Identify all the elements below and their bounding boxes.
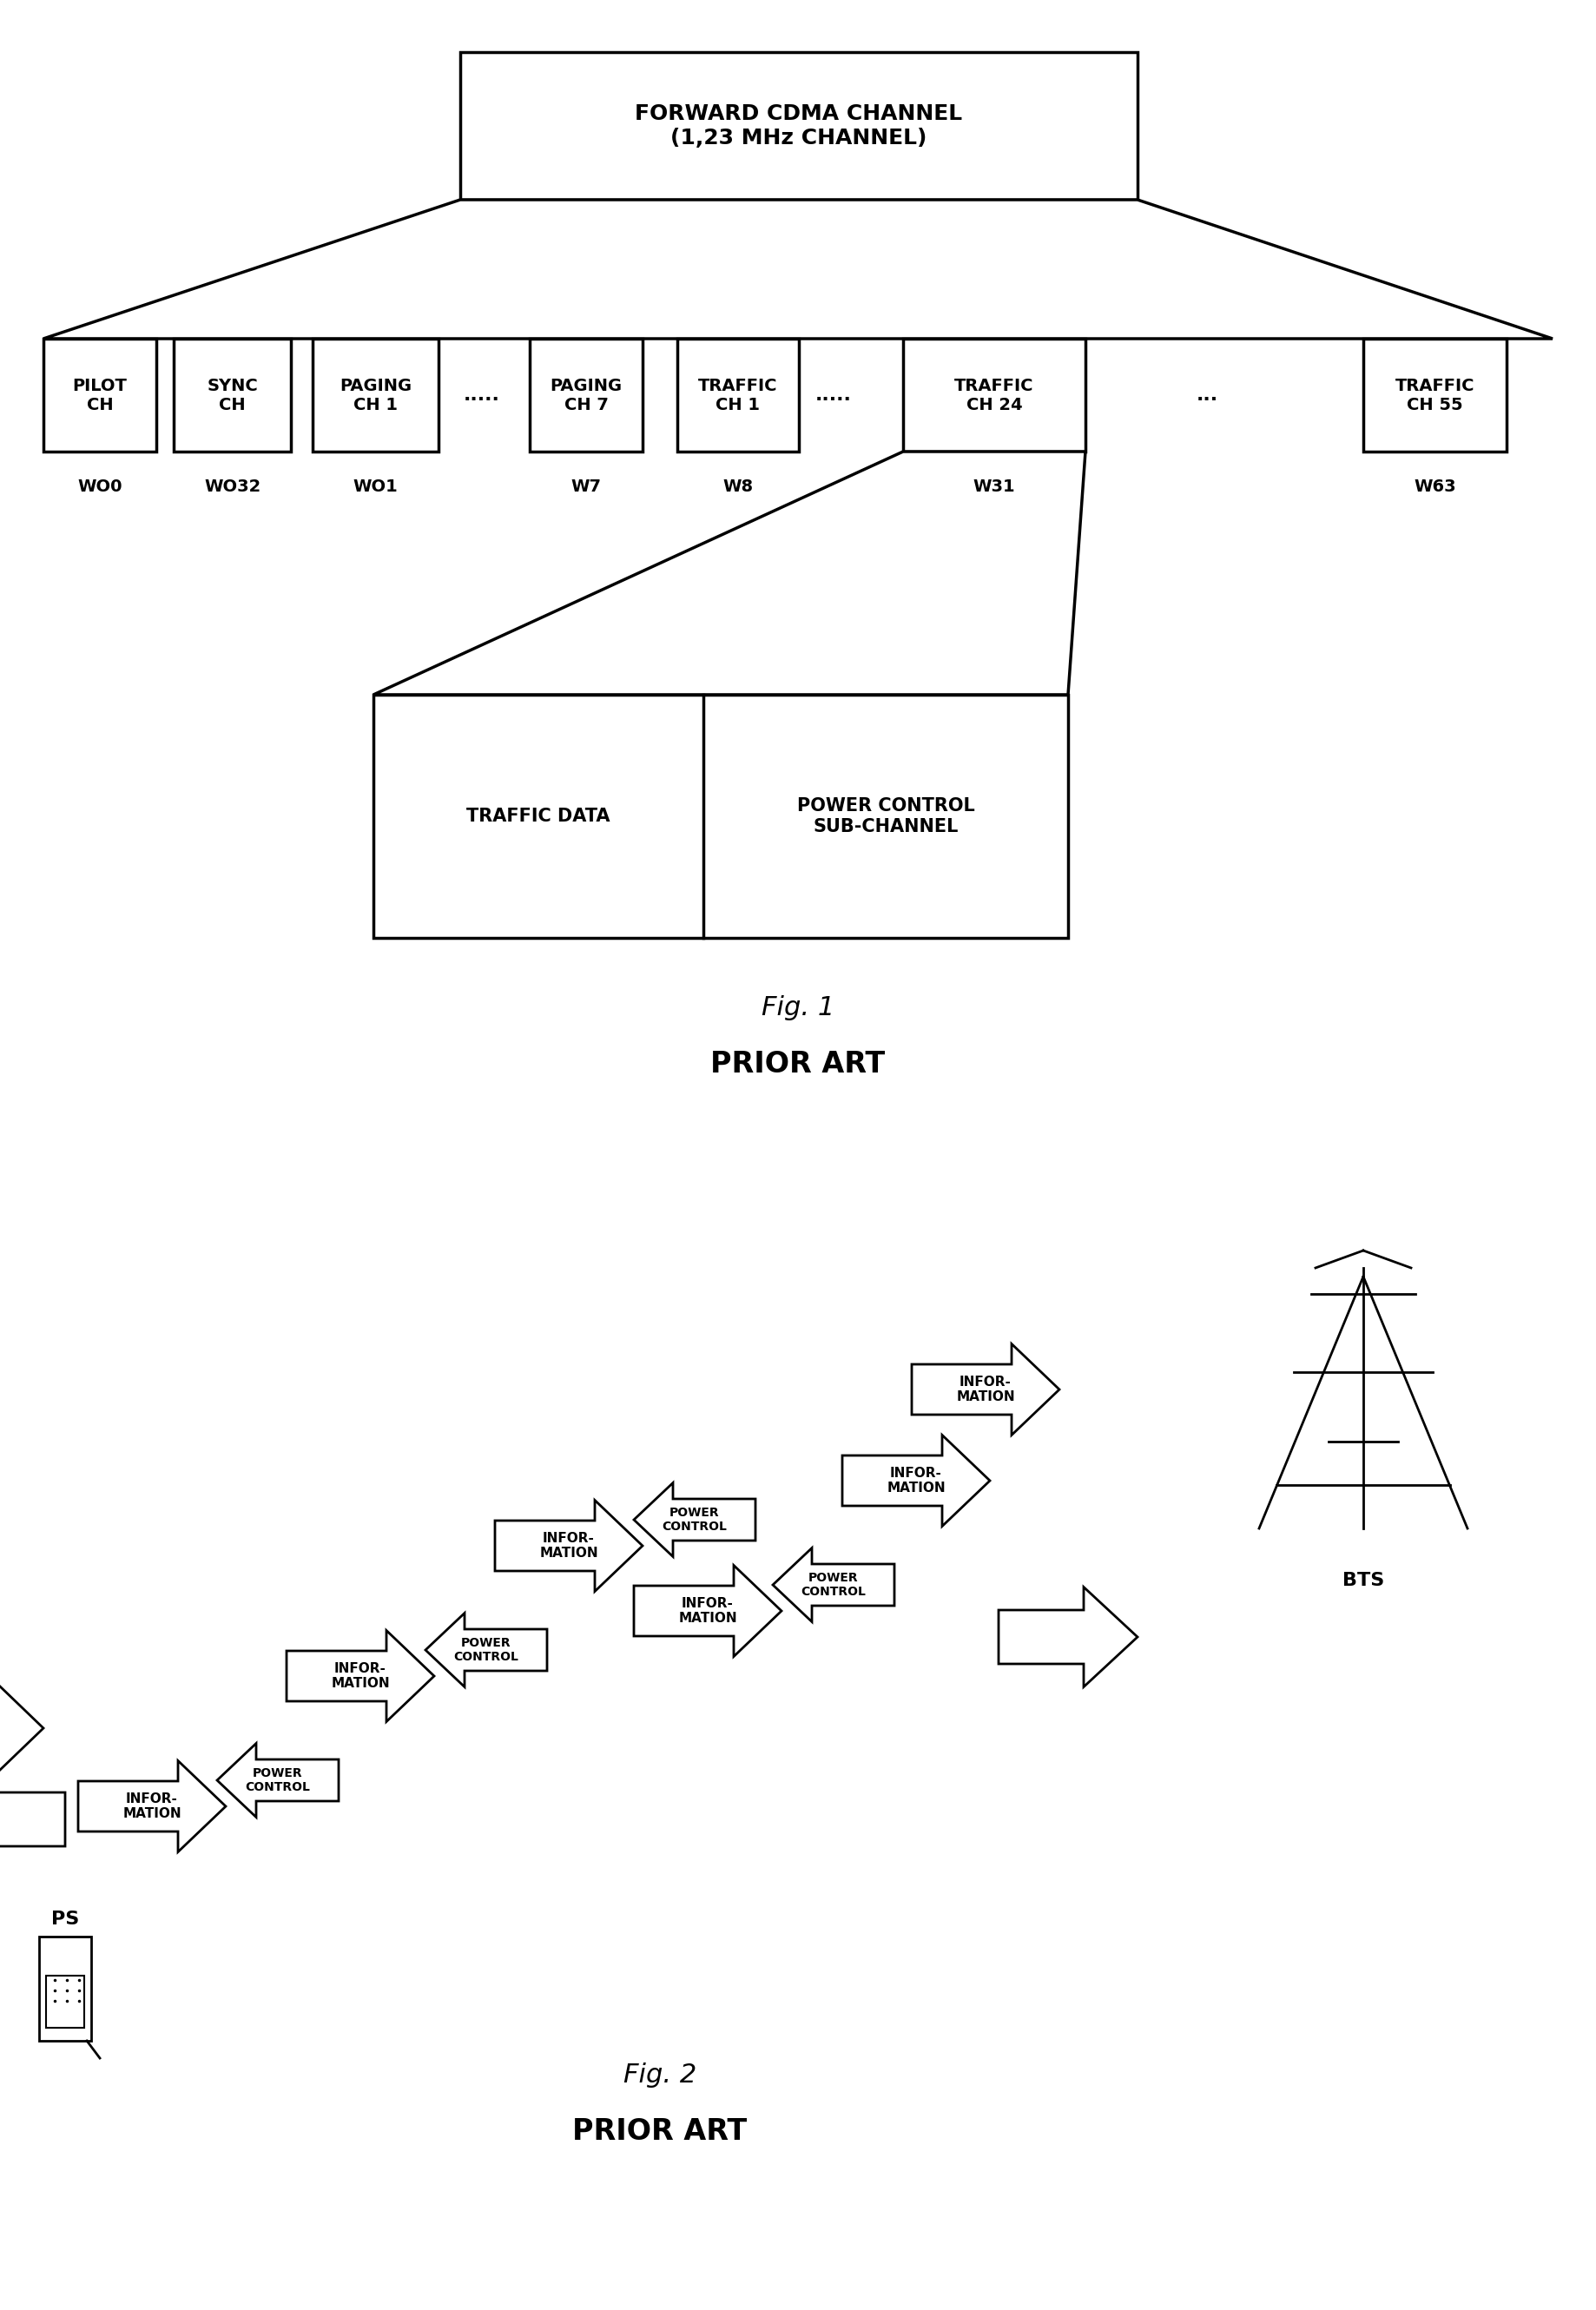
Text: W31: W31 <box>974 478 1015 494</box>
Text: WO32: WO32 <box>204 478 262 494</box>
Text: PRIOR ART: PRIOR ART <box>710 1049 886 1079</box>
Text: POWER
CONTROL: POWER CONTROL <box>453 1638 519 1663</box>
Text: PAGING
CH 7: PAGING CH 7 <box>551 377 622 413</box>
Text: Fig. 1: Fig. 1 <box>761 996 835 1021</box>
Polygon shape <box>43 199 1553 340</box>
Text: BTS: BTS <box>1342 1571 1384 1589</box>
Bar <box>313 340 439 450</box>
Text: WO1: WO1 <box>353 478 397 494</box>
Text: INFOR-
MATION: INFOR- MATION <box>330 1663 389 1689</box>
Bar <box>1363 340 1507 450</box>
Bar <box>460 53 1138 199</box>
Text: W7: W7 <box>571 478 602 494</box>
Bar <box>43 340 156 450</box>
Polygon shape <box>843 1435 990 1527</box>
Text: W8: W8 <box>723 478 753 494</box>
Polygon shape <box>634 1483 755 1557</box>
Text: INFOR-
MATION: INFOR- MATION <box>123 1793 182 1820</box>
Polygon shape <box>217 1744 338 1818</box>
Text: PAGING
CH 1: PAGING CH 1 <box>340 377 412 413</box>
Text: POWER
CONTROL: POWER CONTROL <box>246 1767 310 1793</box>
Polygon shape <box>495 1499 643 1592</box>
Bar <box>38 1936 91 2040</box>
Text: PILOT
CH: PILOT CH <box>72 377 128 413</box>
Text: TRAFFIC DATA: TRAFFIC DATA <box>466 808 610 825</box>
Text: INFOR-
MATION: INFOR- MATION <box>956 1377 1015 1402</box>
Polygon shape <box>0 1684 43 1772</box>
Text: INFOR-
MATION: INFOR- MATION <box>678 1599 737 1624</box>
Text: PRIOR ART: PRIOR ART <box>573 2118 747 2146</box>
Bar <box>530 340 643 450</box>
Text: W63: W63 <box>1414 478 1457 494</box>
Text: TRAFFIC
CH 24: TRAFFIC CH 24 <box>954 377 1034 413</box>
Text: TRAFFIC
CH 55: TRAFFIC CH 55 <box>1395 377 1475 413</box>
Text: POWER
CONTROL: POWER CONTROL <box>662 1506 728 1532</box>
Text: .....: ..... <box>464 386 500 404</box>
Polygon shape <box>772 1548 894 1622</box>
Bar <box>677 340 800 450</box>
Text: ...: ... <box>1195 386 1218 404</box>
Text: INFOR-
MATION: INFOR- MATION <box>887 1467 945 1495</box>
Text: TRAFFIC
CH 1: TRAFFIC CH 1 <box>699 377 777 413</box>
Polygon shape <box>911 1344 1060 1435</box>
Bar <box>373 695 1068 938</box>
Text: INFOR-
MATION: INFOR- MATION <box>539 1532 598 1559</box>
Text: SYNC
CH: SYNC CH <box>207 377 259 413</box>
Text: POWER CONTROL
SUB-CHANNEL: POWER CONTROL SUB-CHANNEL <box>796 797 975 836</box>
Text: WO0: WO0 <box>78 478 123 494</box>
Polygon shape <box>426 1612 547 1686</box>
Text: .....: ..... <box>816 386 852 404</box>
Text: PS: PS <box>51 1910 80 1929</box>
Polygon shape <box>999 1587 1138 1686</box>
Polygon shape <box>78 1760 225 1853</box>
Text: Fig. 2: Fig. 2 <box>624 2063 696 2088</box>
Polygon shape <box>634 1566 782 1656</box>
Bar <box>174 340 290 450</box>
Polygon shape <box>373 450 1085 695</box>
Text: POWER
CONTROL: POWER CONTROL <box>801 1573 867 1599</box>
Text: FORWARD CDMA CHANNEL
(1,23 MHz CHANNEL): FORWARD CDMA CHANNEL (1,23 MHz CHANNEL) <box>635 104 962 148</box>
Bar <box>46 1975 85 2028</box>
Bar <box>903 340 1085 450</box>
Polygon shape <box>287 1631 434 1721</box>
Polygon shape <box>0 1769 65 1869</box>
